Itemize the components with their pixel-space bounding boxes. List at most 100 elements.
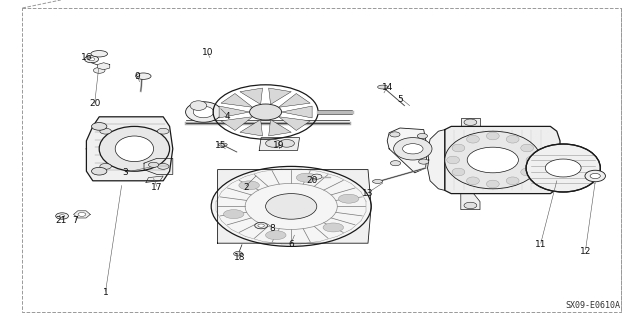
Ellipse shape (467, 135, 479, 143)
Ellipse shape (258, 224, 264, 227)
Text: 8: 8 (269, 224, 275, 233)
Ellipse shape (266, 140, 281, 147)
Ellipse shape (266, 231, 286, 240)
Text: 20: 20 (89, 100, 100, 108)
Ellipse shape (464, 119, 477, 125)
Ellipse shape (339, 194, 359, 203)
Text: 10: 10 (202, 48, 214, 57)
Polygon shape (461, 194, 480, 210)
Polygon shape (240, 120, 262, 136)
Ellipse shape (445, 131, 541, 189)
Ellipse shape (93, 68, 105, 73)
Text: 6: 6 (289, 240, 294, 249)
Polygon shape (221, 93, 253, 107)
Text: 9: 9 (135, 72, 140, 81)
Ellipse shape (186, 102, 221, 122)
Ellipse shape (378, 85, 388, 89)
Text: 3: 3 (122, 168, 127, 177)
Ellipse shape (100, 128, 111, 134)
Ellipse shape (506, 135, 519, 143)
Text: 18: 18 (234, 253, 246, 262)
Ellipse shape (464, 202, 477, 209)
Ellipse shape (56, 213, 68, 219)
Text: 14: 14 (381, 84, 393, 92)
Ellipse shape (239, 181, 259, 190)
Ellipse shape (545, 159, 581, 177)
Ellipse shape (526, 144, 600, 192)
Polygon shape (240, 88, 262, 104)
Ellipse shape (279, 140, 294, 147)
Ellipse shape (467, 177, 479, 185)
Ellipse shape (88, 58, 95, 61)
Polygon shape (74, 211, 90, 218)
Text: 4: 4 (225, 112, 230, 121)
Ellipse shape (394, 138, 432, 160)
Ellipse shape (84, 56, 99, 63)
Ellipse shape (148, 162, 159, 167)
Ellipse shape (419, 159, 429, 164)
Ellipse shape (157, 128, 169, 134)
Polygon shape (97, 63, 110, 70)
Polygon shape (445, 126, 560, 194)
Ellipse shape (157, 164, 169, 169)
Ellipse shape (452, 144, 465, 152)
Ellipse shape (266, 194, 317, 219)
Text: 15: 15 (215, 141, 227, 150)
Ellipse shape (211, 166, 371, 246)
Text: 19: 19 (273, 141, 284, 150)
Polygon shape (219, 106, 250, 118)
Ellipse shape (91, 51, 108, 57)
Ellipse shape (100, 164, 111, 169)
Polygon shape (278, 117, 310, 131)
Polygon shape (259, 138, 300, 150)
Polygon shape (387, 128, 428, 173)
Ellipse shape (521, 144, 534, 152)
Text: 13: 13 (362, 189, 374, 198)
Ellipse shape (417, 133, 428, 139)
Polygon shape (221, 117, 253, 131)
Polygon shape (218, 170, 371, 243)
Text: 7: 7 (73, 216, 78, 225)
Text: 5: 5 (397, 95, 403, 104)
Ellipse shape (255, 222, 268, 229)
Ellipse shape (296, 173, 317, 182)
Ellipse shape (312, 174, 322, 179)
Polygon shape (146, 176, 163, 182)
Ellipse shape (78, 212, 86, 216)
Polygon shape (269, 120, 291, 136)
Ellipse shape (486, 180, 499, 188)
Text: 2: 2 (244, 183, 249, 192)
Text: 16: 16 (81, 53, 92, 62)
Ellipse shape (92, 167, 107, 175)
Text: 12: 12 (580, 247, 591, 256)
Ellipse shape (372, 180, 383, 183)
Ellipse shape (506, 177, 519, 185)
Ellipse shape (590, 173, 600, 179)
Ellipse shape (447, 156, 460, 164)
Ellipse shape (452, 168, 465, 176)
Polygon shape (86, 117, 173, 181)
Text: 21: 21 (55, 216, 67, 225)
Ellipse shape (390, 161, 401, 166)
Text: 20: 20 (307, 176, 318, 185)
Ellipse shape (521, 168, 534, 176)
Ellipse shape (323, 223, 344, 232)
Text: 1: 1 (103, 288, 108, 297)
Polygon shape (428, 130, 445, 190)
Text: SX09-E0610A: SX09-E0610A (566, 301, 621, 310)
Text: 17: 17 (151, 183, 163, 192)
Polygon shape (269, 88, 291, 104)
Ellipse shape (486, 132, 499, 140)
Ellipse shape (526, 156, 539, 164)
Polygon shape (278, 93, 310, 107)
Ellipse shape (60, 215, 65, 217)
Ellipse shape (234, 252, 243, 256)
Text: 11: 11 (535, 240, 547, 249)
Ellipse shape (223, 210, 244, 219)
Ellipse shape (390, 132, 400, 137)
Polygon shape (144, 158, 173, 174)
Ellipse shape (115, 136, 154, 162)
Ellipse shape (190, 101, 207, 110)
Polygon shape (282, 106, 312, 118)
Ellipse shape (250, 104, 282, 120)
